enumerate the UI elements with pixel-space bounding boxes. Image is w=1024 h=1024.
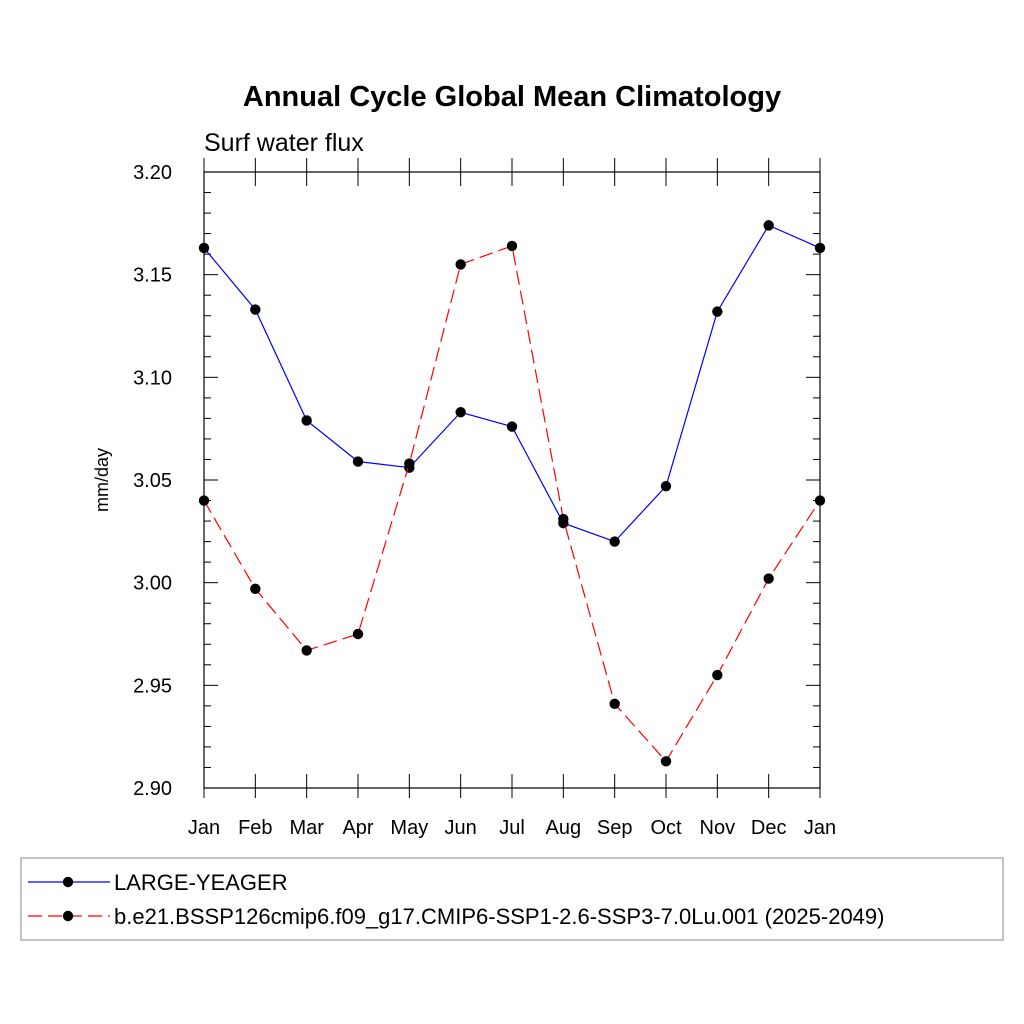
x-tick-label: Jun bbox=[445, 817, 477, 839]
series-2-point bbox=[250, 583, 261, 595]
y-tick-label: 3.20 bbox=[133, 162, 172, 184]
x-tick-label: May bbox=[390, 817, 428, 839]
series-2-point bbox=[660, 756, 672, 767]
chart-title: Annual Cycle Global Mean Climatology bbox=[243, 81, 781, 113]
series-2-point bbox=[301, 645, 312, 656]
series-2-point bbox=[506, 240, 518, 252]
series-1-point bbox=[609, 536, 620, 547]
x-tick-label: Mar bbox=[289, 817, 324, 839]
x-tick-label: Apr bbox=[342, 817, 373, 839]
y-tick-label: 2.95 bbox=[133, 675, 172, 697]
series-2-point bbox=[763, 573, 774, 584]
series-2-point bbox=[712, 669, 723, 681]
plot-frame bbox=[203, 171, 821, 789]
series-1-point bbox=[763, 220, 774, 231]
series-1-point bbox=[301, 415, 312, 426]
x-tick-label: Aug bbox=[546, 817, 582, 839]
series-1-point bbox=[198, 242, 210, 254]
series-1-point bbox=[660, 480, 672, 492]
series-2-point bbox=[609, 698, 620, 710]
x-tick-label: Jul bbox=[499, 817, 525, 839]
y-tick-label: 3.00 bbox=[133, 573, 172, 595]
series-1-point bbox=[506, 421, 518, 432]
y-tick-label: 3.15 bbox=[133, 265, 172, 287]
series-1-point bbox=[455, 407, 466, 418]
chart-subtitle: Surf water flux bbox=[204, 129, 364, 157]
series-line-2 bbox=[203, 245, 821, 763]
legend-label-2: b.e21.BSSP126cmip6.f09_g17.CMIP6-SSP1-2.… bbox=[114, 904, 884, 929]
series-1-point bbox=[712, 306, 723, 317]
series-1-point bbox=[250, 304, 261, 315]
series-2-point bbox=[198, 495, 210, 506]
series-line-1 bbox=[203, 224, 821, 543]
y-tick-label: 3.10 bbox=[133, 367, 172, 389]
series-2-point bbox=[455, 259, 466, 270]
y-tick-label: 2.90 bbox=[133, 778, 172, 800]
series-2-point bbox=[558, 513, 569, 525]
legend-marker-1 bbox=[62, 876, 74, 888]
x-tick-label: Oct bbox=[650, 817, 682, 839]
series-1-point bbox=[814, 242, 826, 254]
x-tick-label: Nov bbox=[700, 817, 736, 839]
y-tick-label: 3.05 bbox=[133, 470, 172, 492]
y-axis-label: mm/day bbox=[92, 448, 112, 512]
x-tick-label: Dec bbox=[751, 817, 787, 839]
series-2-point bbox=[352, 628, 364, 640]
x-tick-label: Feb bbox=[238, 817, 272, 839]
legend: LARGE-YEAGER b.e21.BSSP126cmip6.f09_g17.C… bbox=[20, 857, 1004, 941]
plot-area: 3.20 3.15 3.10 3.05 3.00 2.95 2.90 Jan Feb Mar Apr… bbox=[133, 158, 836, 839]
x-tick-label: Sep bbox=[597, 817, 633, 839]
legend-label-1: LARGE-YEAGER bbox=[114, 870, 288, 895]
legend-marker-2 bbox=[62, 910, 74, 922]
x-tick-label: Jan bbox=[188, 817, 220, 839]
x-tick-label: Jan bbox=[804, 817, 836, 839]
legend-box bbox=[20, 857, 1004, 941]
series-2-point bbox=[404, 458, 415, 469]
series-1-point bbox=[352, 456, 364, 467]
series-2-point bbox=[814, 495, 826, 506]
